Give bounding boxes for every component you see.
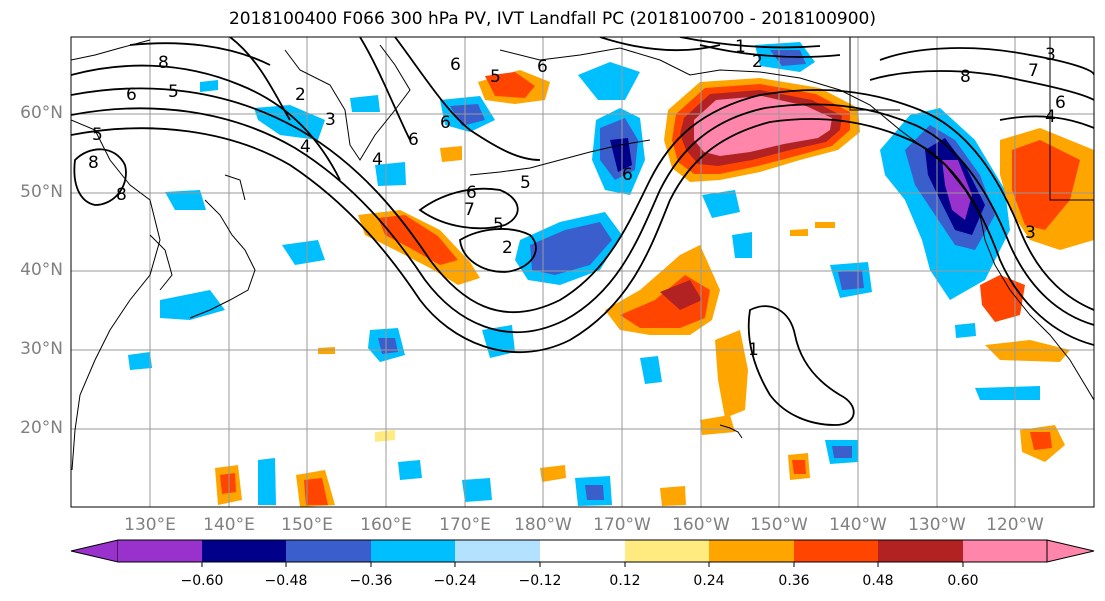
- contour-label: 5: [490, 67, 501, 87]
- colorbar-segment: [286, 540, 371, 562]
- contour-label: 4: [1045, 107, 1056, 127]
- lat-label-30n: 30°N: [20, 339, 63, 359]
- contour-label: 6: [622, 165, 633, 185]
- contour-label: 6: [1055, 93, 1066, 113]
- contour-label: 6: [440, 113, 451, 133]
- colorbar-segment: [455, 540, 540, 562]
- lat-label-60n: 60°N: [20, 103, 63, 123]
- contour-labels: 8 6 5 5 8 8 2 3 4 6 6 6 4 6 7 5 5 2 6 6 …: [88, 37, 1066, 360]
- colorbar-min-extend: [70, 539, 119, 563]
- contour-label: 6: [466, 183, 477, 203]
- contour-label: 5: [493, 215, 504, 235]
- lon-label: 160°E: [360, 515, 412, 535]
- contour-label: 5: [92, 125, 103, 145]
- lon-label: 160°W: [672, 515, 730, 535]
- lon-label: 120°W: [986, 515, 1044, 535]
- contour-label: 6: [408, 130, 419, 150]
- map-title: 2018100400 F066 300 hPa PV, IVT Landfall…: [228, 9, 876, 29]
- colorbar-segment: [963, 540, 1047, 562]
- aleutians: [469, 139, 651, 176]
- contour-label: 6: [537, 57, 548, 77]
- contour-label: 2: [502, 238, 513, 258]
- map-frame: [70, 36, 1095, 508]
- colorbar-tick-label: −0.60: [180, 573, 224, 589]
- lat-label-20n: 20°N: [20, 418, 63, 438]
- colorbar-segment: [202, 540, 286, 562]
- contour-label: 8: [116, 185, 127, 205]
- contour-label: 6: [450, 55, 461, 75]
- lon-label: 180°W: [514, 515, 572, 535]
- lon-label: 140°W: [829, 515, 887, 535]
- colorbar-tick-label: 0.48: [862, 573, 894, 589]
- colorbar-tick-label: −0.48: [264, 573, 308, 589]
- contour-label: 8: [960, 67, 971, 87]
- colorbar-segment: [878, 540, 963, 562]
- contour-label: 6: [126, 85, 137, 105]
- colorbar-tick-label: −0.24: [433, 573, 477, 589]
- korea: [149, 234, 173, 291]
- kamchatka: [284, 44, 411, 161]
- colorbar: [70, 539, 1095, 567]
- colorbar-tick-label: 0.60: [947, 573, 979, 589]
- colorbar-max-extend: [1046, 539, 1095, 563]
- lon-label: 150°E: [281, 515, 333, 535]
- coastlines: [71, 37, 1094, 471]
- contour-label: 3: [1025, 223, 1036, 243]
- lat-label-50n: 50°N: [20, 182, 63, 202]
- lon-label: 140°E: [203, 515, 255, 535]
- alaska: [499, 47, 921, 146]
- lon-label: 150°W: [750, 515, 808, 535]
- lon-label: 130°E: [124, 515, 176, 535]
- colorbar-segment: [540, 540, 625, 562]
- hawaii: [719, 424, 743, 439]
- contour-label: 5: [520, 173, 531, 193]
- lon-label: 170°E: [439, 515, 491, 535]
- contour-label: 7: [1028, 61, 1039, 81]
- lon-label: 130°W: [908, 515, 966, 535]
- colorbar-segment: [625, 540, 709, 562]
- lat-label-40n: 40°N: [20, 260, 63, 280]
- north-america-coast: [919, 144, 1094, 401]
- contour-label: 4: [300, 137, 311, 157]
- contour-label: 1: [748, 340, 759, 360]
- colorbar-segment: [709, 540, 794, 562]
- colorbar-tick-label: 0.12: [609, 573, 641, 589]
- contour-label: 8: [88, 153, 99, 173]
- contour-label: 2: [752, 52, 763, 72]
- contour-label: 7: [464, 200, 475, 220]
- colorbar-tick-label: 0.24: [693, 573, 725, 589]
- colorbar-tick-label: −0.36: [349, 573, 393, 589]
- graticule: [71, 37, 1094, 507]
- colorbar-tick-label: −0.12: [518, 573, 562, 589]
- pv-contours: [71, 37, 1094, 426]
- japan: [189, 174, 256, 319]
- colorbar-segment: [118, 540, 202, 562]
- contour-label: 5: [168, 82, 179, 102]
- contour-label: 3: [1045, 45, 1056, 65]
- contour-label: 8: [158, 53, 169, 73]
- contour-label: 2: [295, 85, 306, 105]
- map-layers: 8 6 5 5 8 8 2 3 4 6 6 6 4 6 7 5 5 2 6 6 …: [71, 37, 1094, 507]
- contour-label: 1: [735, 37, 746, 57]
- contour-label: 3: [325, 110, 336, 130]
- colorbar-segment: [794, 540, 878, 562]
- colorbar-segment: [371, 540, 455, 562]
- contour-label: 4: [372, 150, 383, 170]
- colorbar-tick-label: 0.36: [778, 573, 810, 589]
- lon-label: 170°W: [593, 515, 651, 535]
